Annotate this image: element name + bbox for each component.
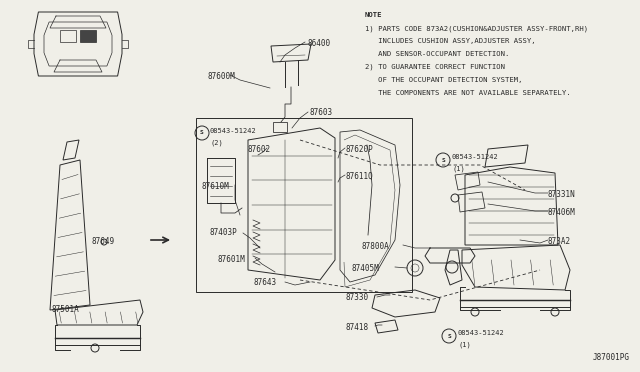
Bar: [80, 30, 96, 42]
Text: (1): (1): [458, 341, 471, 347]
Text: 2) TO GUARANTEE CORRECT FUNCTION: 2) TO GUARANTEE CORRECT FUNCTION: [365, 64, 505, 71]
Text: NOTE: NOTE: [365, 12, 383, 18]
Text: J87001PG: J87001PG: [593, 353, 630, 362]
Text: 1) PARTS CODE 873A2(CUSHION&ADJUSTER ASSY-FRONT,RH): 1) PARTS CODE 873A2(CUSHION&ADJUSTER ASS…: [365, 25, 588, 32]
Text: 87405M: 87405M: [352, 264, 380, 273]
Text: S: S: [441, 157, 445, 163]
Text: 87406M: 87406M: [548, 208, 576, 217]
Text: 87403P: 87403P: [210, 228, 237, 237]
Text: 873A2: 873A2: [548, 237, 571, 246]
Text: 87611Q: 87611Q: [345, 172, 372, 181]
Text: OF THE OCCUPANT DETECTION SYSTEM,: OF THE OCCUPANT DETECTION SYSTEM,: [365, 77, 522, 83]
Text: 86400: 86400: [308, 39, 331, 48]
Text: 87331N: 87331N: [548, 190, 576, 199]
Text: 87620P: 87620P: [345, 145, 372, 154]
Text: (2): (2): [210, 139, 223, 145]
Text: 87602: 87602: [248, 145, 271, 154]
Text: 87418: 87418: [345, 323, 368, 332]
Bar: [60, 30, 76, 42]
Text: 87643: 87643: [253, 278, 276, 287]
Text: THE COMPONENTS ARE NOT AVAILABLE SEPARATELY.: THE COMPONENTS ARE NOT AVAILABLE SEPARAT…: [365, 90, 571, 96]
Text: AND SENSOR-OCCUPANT DETECTION.: AND SENSOR-OCCUPANT DETECTION.: [365, 51, 509, 57]
Text: 87603: 87603: [310, 108, 333, 117]
Text: INCLUDES CUSHION ASSY,ADJUSTER ASSY,: INCLUDES CUSHION ASSY,ADJUSTER ASSY,: [365, 38, 536, 44]
Bar: [196, 118, 412, 292]
Text: 87330: 87330: [345, 293, 368, 302]
Text: 87800A: 87800A: [362, 242, 390, 251]
Text: 87601M: 87601M: [218, 255, 246, 264]
Text: 87649: 87649: [92, 237, 115, 246]
Text: (1): (1): [452, 165, 465, 171]
Text: 87501A: 87501A: [52, 305, 80, 314]
Text: 08543-51242: 08543-51242: [458, 330, 505, 336]
Bar: [273, 122, 287, 132]
Text: 08543-51242: 08543-51242: [210, 128, 257, 134]
Text: S: S: [447, 334, 451, 339]
Text: 08543-51242: 08543-51242: [452, 154, 499, 160]
Text: S: S: [200, 131, 204, 135]
Text: 87600M: 87600M: [208, 72, 236, 81]
Text: 87610M: 87610M: [202, 182, 230, 191]
